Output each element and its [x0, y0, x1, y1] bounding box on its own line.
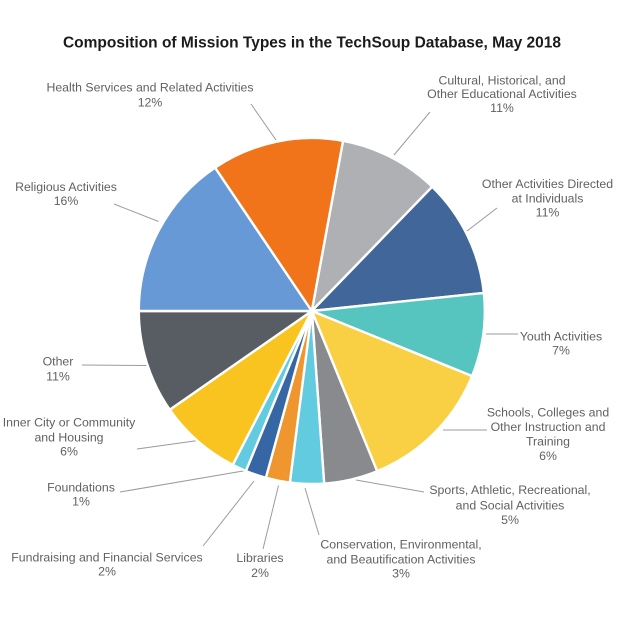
- svg-text:Conservation, Environmental,: Conservation, Environmental,: [320, 538, 481, 552]
- svg-text:Religious Activities: Religious Activities: [15, 180, 117, 194]
- svg-text:6%: 6%: [539, 449, 557, 463]
- svg-text:Cultural, Historical, and: Cultural, Historical, and: [438, 74, 565, 88]
- svg-text:and Beautification Activities: and Beautification Activities: [326, 553, 475, 567]
- svg-text:11%: 11%: [536, 205, 560, 219]
- svg-text:11%: 11%: [46, 370, 70, 384]
- svg-text:11%: 11%: [490, 101, 514, 115]
- svg-text:16%: 16%: [54, 194, 79, 208]
- svg-text:5%: 5%: [501, 513, 519, 527]
- svg-text:12%: 12%: [138, 96, 163, 110]
- svg-text:2%: 2%: [251, 566, 269, 580]
- svg-text:Youth Activities: Youth Activities: [520, 330, 602, 344]
- svg-text:at Individuals: at Individuals: [512, 192, 584, 206]
- svg-text:Composition of Mission Types i: Composition of Mission Types in the Tech…: [63, 35, 561, 52]
- svg-text:7%: 7%: [552, 344, 570, 358]
- svg-text:Inner City or Community: Inner City or Community: [3, 416, 136, 430]
- svg-text:Fundraising and Financial Serv: Fundraising and Financial Services: [11, 551, 202, 565]
- svg-text:and Social Activities: and Social Activities: [456, 499, 565, 513]
- svg-text:3%: 3%: [392, 567, 410, 581]
- svg-text:Schools, Colleges and: Schools, Colleges and: [487, 405, 610, 419]
- svg-text:6%: 6%: [60, 445, 78, 459]
- svg-text:Other Activities Directed: Other Activities Directed: [482, 177, 613, 191]
- svg-text:and Housing: and Housing: [34, 431, 103, 445]
- svg-text:Libraries: Libraries: [236, 551, 283, 565]
- svg-text:Other Instruction and: Other Instruction and: [491, 420, 606, 434]
- svg-text:Other Educational Activities: Other Educational Activities: [427, 87, 577, 101]
- svg-text:Health Services and Related Ac: Health Services and Related Activities: [46, 81, 253, 95]
- svg-text:Foundations: Foundations: [47, 481, 115, 495]
- svg-text:Sports, Athletic, Recreational: Sports, Athletic, Recreational,: [429, 483, 590, 497]
- svg-text:Other: Other: [43, 355, 74, 369]
- svg-text:2%: 2%: [98, 565, 116, 579]
- svg-text:Training: Training: [526, 435, 570, 449]
- svg-text:1%: 1%: [72, 495, 90, 509]
